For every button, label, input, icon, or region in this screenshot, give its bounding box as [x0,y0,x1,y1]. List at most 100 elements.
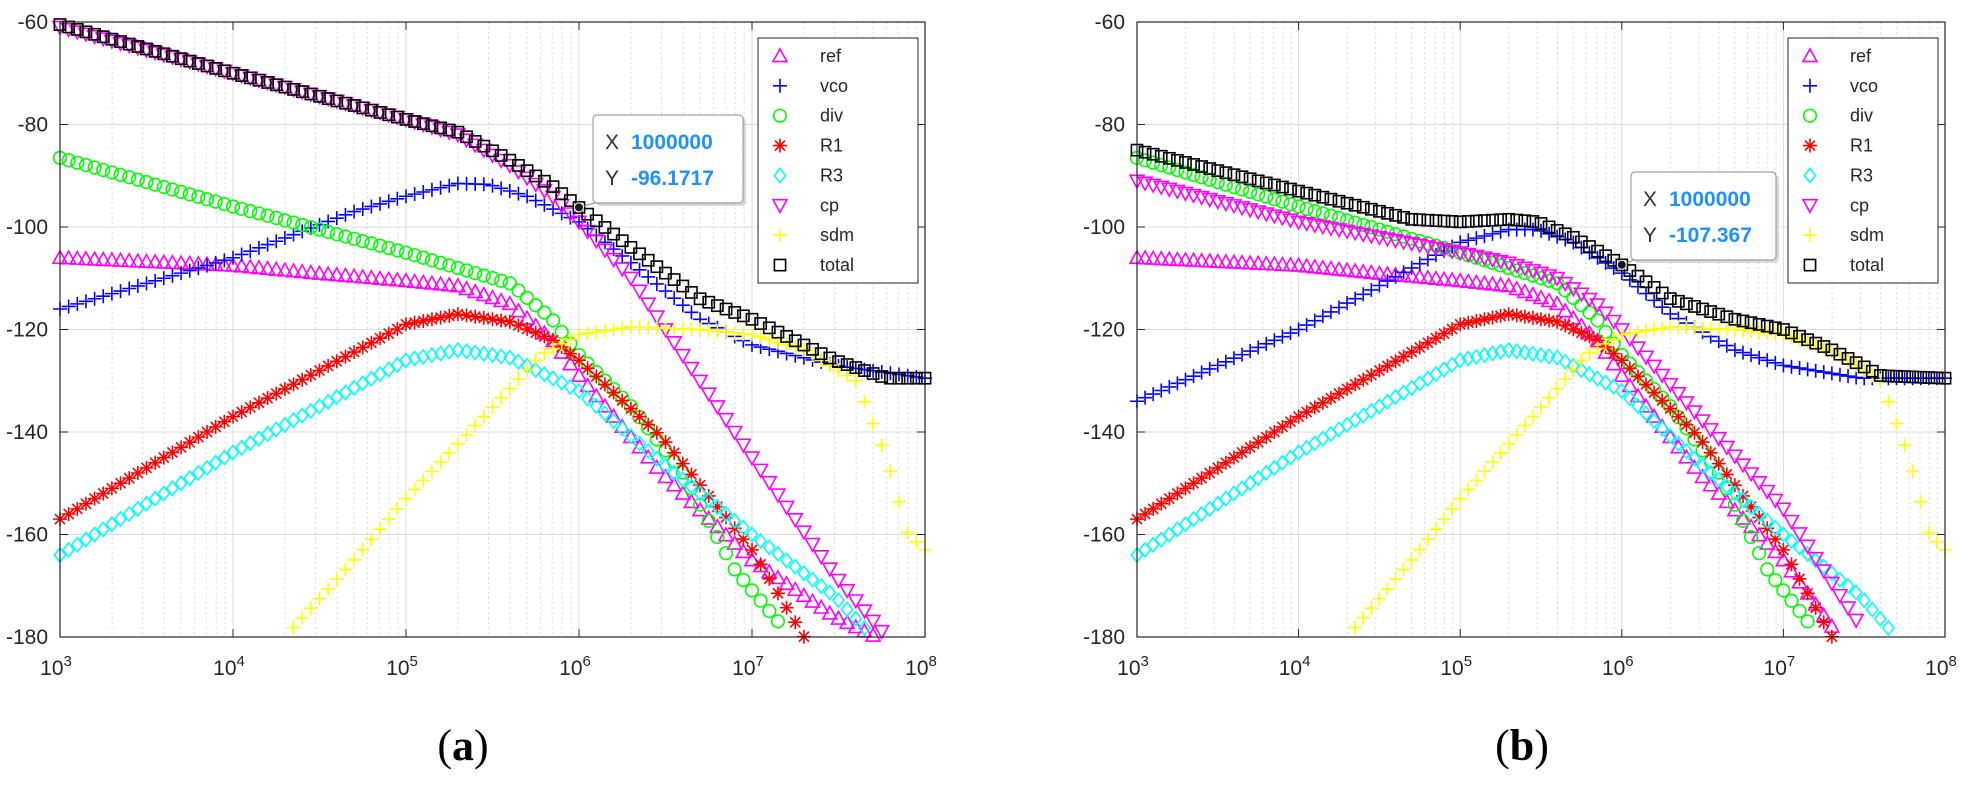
marker-div [199,192,215,207]
marker-vco [251,240,266,255]
datatip-point [1616,259,1627,270]
marker-vco [1315,309,1330,324]
marker-R1 [753,557,768,572]
marker-sdm [710,324,725,339]
marker-total [1841,352,1855,365]
marker-vco [1307,313,1322,328]
marker-R3 [606,412,621,430]
marker-R1 [208,419,223,434]
marker-cp [1702,423,1720,439]
marker-div [476,268,491,283]
marker-R1 [1752,510,1767,525]
marker-sdm [407,482,422,497]
marker-total [226,66,240,80]
marker-R3 [295,407,309,424]
marker-vco [511,186,526,201]
marker-sdm [502,381,517,396]
marker-total [607,227,620,241]
marker-div [96,162,111,178]
marker-cp [830,573,847,589]
legend-label-ref: ref [820,46,842,66]
marker-R3 [1590,370,1605,387]
marker-ref [250,259,268,275]
marker-R1 [364,335,379,350]
marker-sdm [1865,368,1880,383]
marker-R1 [701,488,716,503]
marker-total [1704,305,1718,318]
marker-ref [388,271,406,287]
marker-R1 [416,313,431,328]
datatip-x-label: X [1643,188,1657,211]
marker-vco [597,235,612,250]
marker-div [753,593,768,608]
marker-ref [1435,270,1453,286]
series-div [1129,150,1815,629]
marker-sdm [528,353,543,368]
marker-total [806,342,819,356]
marker-R1 [1711,456,1726,471]
marker-total [555,187,569,201]
marker-cp [1661,377,1679,393]
marker-R1 [788,615,803,630]
marker-vco [494,181,509,196]
marker-vco [1396,265,1411,280]
marker-total [494,149,508,162]
marker-R3 [857,619,872,637]
marker-R1 [174,440,189,455]
marker-total [1930,371,1944,385]
marker-ref [864,626,882,642]
marker-cp [1726,449,1744,465]
marker-R3 [676,471,690,488]
marker-sdm [468,418,483,433]
marker-cp [1742,467,1760,483]
marker-ref [709,518,726,534]
marker-R1 [1138,507,1153,521]
marker-total [425,119,439,133]
marker-div [485,271,500,286]
marker-sdm [355,542,370,557]
marker-ref [795,586,813,602]
marker-total [1558,227,1572,241]
marker-total [814,347,828,361]
marker-ref [1290,256,1307,272]
marker-R3 [356,375,370,392]
marker-sdm [1388,572,1403,587]
marker-R1 [148,455,163,470]
marker-div [113,167,128,182]
marker-div [1428,238,1444,253]
marker-total [1712,307,1726,321]
marker-vco [208,255,223,270]
series-total [1130,143,1952,385]
marker-total [572,201,586,214]
marker-total [909,371,923,385]
y-tick-label: -100 [6,216,48,239]
marker-R3 [572,382,586,400]
marker-sdm [1655,321,1670,336]
marker-vco [615,248,630,263]
marker-vco [1364,282,1379,297]
marker-R3 [347,379,361,397]
marker-div [303,220,318,235]
marker-sdm [433,455,448,470]
marker-total [849,361,863,374]
marker-div [450,260,466,276]
x-tick-label: 105 [386,653,418,680]
marker-total [278,80,292,94]
marker-ref [752,557,770,573]
marker-sdm [347,552,362,567]
marker-vco [1267,333,1282,348]
marker-sdm [494,390,509,405]
marker-vco [1332,300,1346,315]
marker-total [261,76,274,89]
marker-R1 [399,317,413,332]
marker-R1 [520,322,535,337]
marker-sdm [857,394,872,409]
marker-vco [667,291,682,306]
x-tick-label: 104 [1279,653,1311,680]
marker-div [416,250,431,265]
marker-R3 [191,464,206,482]
marker-R1 [745,542,759,557]
marker-R3 [338,384,353,401]
marker-total [321,92,335,106]
marker-sdm [745,327,759,342]
